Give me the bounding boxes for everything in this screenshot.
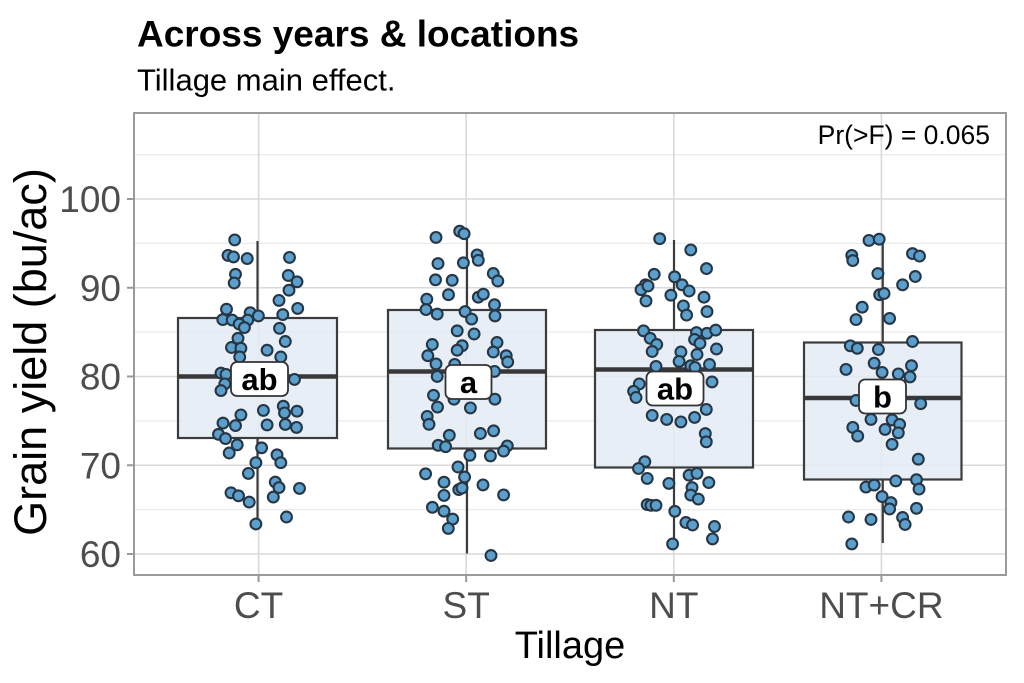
svg-text:ST: ST <box>443 585 490 626</box>
svg-text:80: 80 <box>80 357 121 398</box>
svg-text:a: a <box>460 365 478 400</box>
svg-text:Across years & locations: Across years & locations <box>137 14 579 55</box>
svg-text:ab: ab <box>241 362 277 397</box>
svg-text:100: 100 <box>59 179 121 220</box>
svg-text:Pr(>F) = 0.065: Pr(>F) = 0.065 <box>818 120 990 150</box>
svg-text:Tillage: Tillage <box>515 625 626 667</box>
svg-text:90: 90 <box>80 268 121 309</box>
svg-text:Grain yield (bu/ac): Grain yield (bu/ac) <box>5 168 56 536</box>
svg-text:b: b <box>873 380 892 415</box>
svg-text:ab: ab <box>657 372 693 407</box>
svg-text:CT: CT <box>234 585 283 626</box>
svg-text:NT+CR: NT+CR <box>819 585 943 626</box>
svg-text:70: 70 <box>80 445 121 486</box>
svg-text:60: 60 <box>80 534 121 575</box>
svg-text:Tillage main effect.: Tillage main effect. <box>137 63 395 98</box>
svg-text:NT: NT <box>649 585 698 626</box>
